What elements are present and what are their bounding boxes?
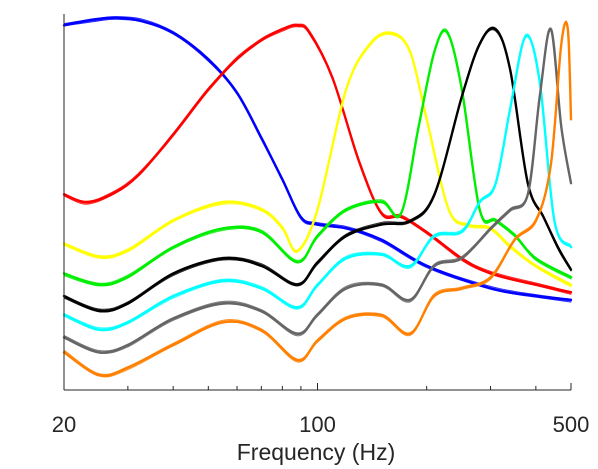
- series-trace: [63, 33, 572, 329]
- x-tick-label: 500: [553, 412, 590, 437]
- x-axis-label: Frequency (Hz): [237, 439, 395, 465]
- series-line: [62, 31, 573, 288]
- series-line: [62, 16, 573, 303]
- axes-layer: 20 100 500: [52, 14, 590, 437]
- series-line: [62, 26, 573, 313]
- x-tick-label: 100: [299, 412, 336, 437]
- series-trace: [63, 36, 572, 332]
- plot-area: [64, 14, 571, 390]
- series-trace: [63, 23, 572, 378]
- series-line: [62, 27, 573, 354]
- series-trace: [63, 26, 572, 295]
- series-trace: [63, 31, 572, 285]
- series-trace: [63, 23, 572, 293]
- series-line: [62, 23, 573, 295]
- plot-background: [64, 14, 571, 390]
- series-line: [62, 33, 573, 332]
- series-trace: [63, 16, 572, 300]
- series-trace: [63, 33, 572, 288]
- series-trace: [63, 30, 572, 287]
- series-trace: [63, 29, 572, 313]
- series-trace: [63, 30, 572, 354]
- series-line: [62, 20, 573, 378]
- series-trace: [63, 28, 572, 284]
- x-tick-label: 20: [52, 412, 76, 437]
- series-trace: [63, 18, 572, 303]
- series-layer: [62, 16, 573, 378]
- series-line: [62, 28, 573, 287]
